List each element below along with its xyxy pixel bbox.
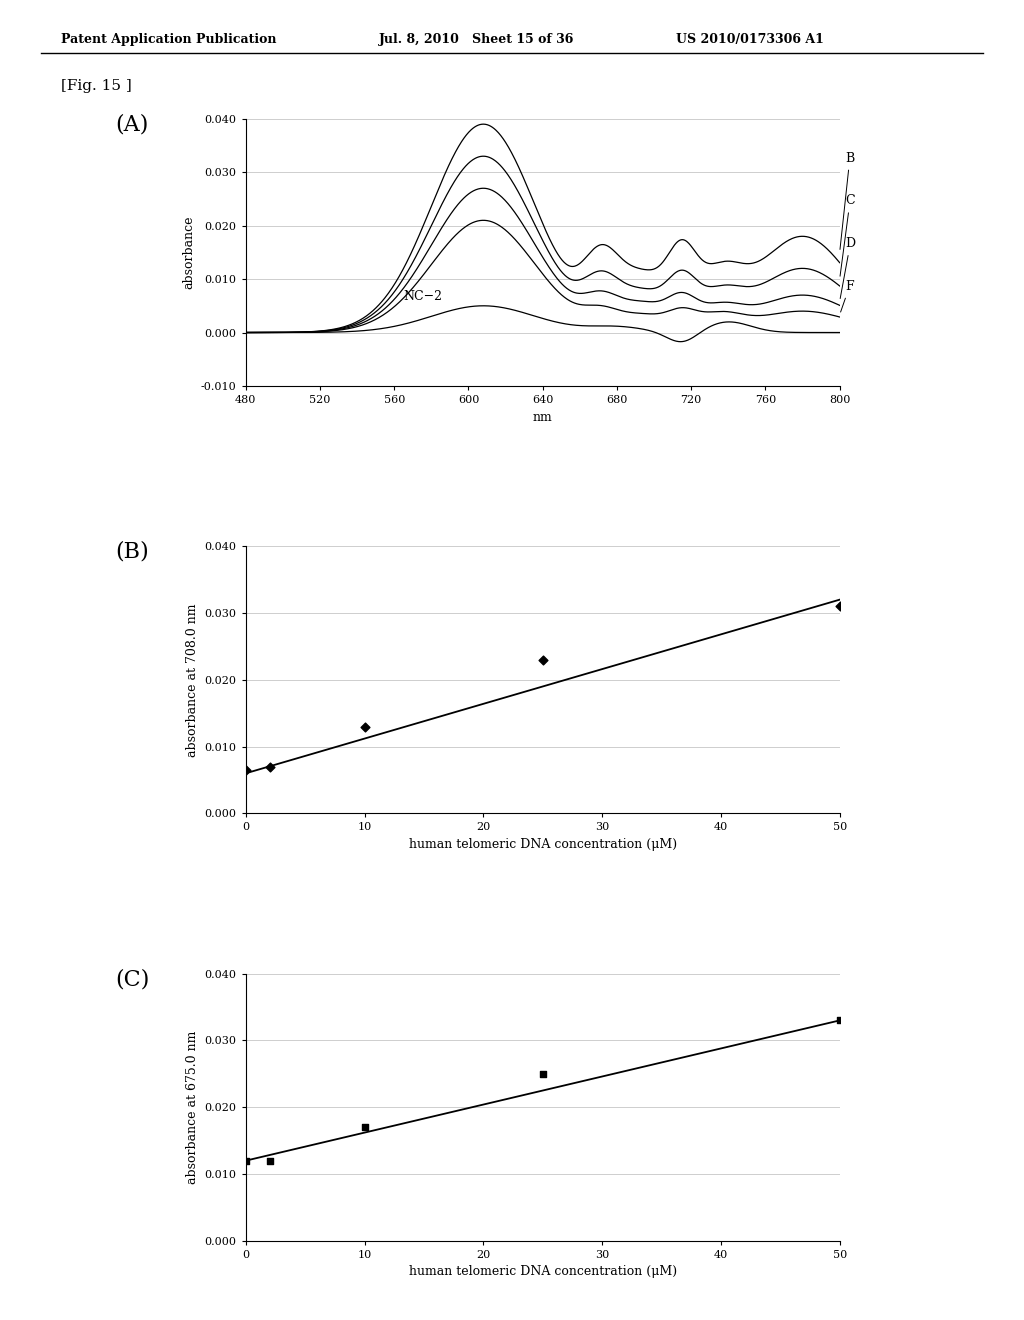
Point [356, 1117, 373, 1138]
Point [535, 649, 551, 671]
X-axis label: nm: nm [532, 411, 553, 424]
Text: [Fig. 15 ]: [Fig. 15 ] [61, 79, 132, 94]
Text: (A): (A) [115, 114, 148, 136]
Y-axis label: absorbance at 675.0 nm: absorbance at 675.0 nm [186, 1031, 200, 1184]
Point [238, 1150, 254, 1171]
Y-axis label: absorbance at 708.0 nm: absorbance at 708.0 nm [186, 603, 200, 756]
Point [261, 756, 278, 777]
Text: Jul. 8, 2010   Sheet 15 of 36: Jul. 8, 2010 Sheet 15 of 36 [379, 33, 574, 46]
Text: F: F [841, 280, 854, 312]
Text: C: C [840, 194, 855, 276]
Text: D: D [840, 238, 855, 298]
Point [535, 1064, 551, 1085]
X-axis label: human telomeric DNA concentration (μM): human telomeric DNA concentration (μM) [409, 1266, 677, 1278]
Text: B: B [840, 152, 854, 249]
Text: (C): (C) [115, 969, 150, 990]
Text: NC−2: NC−2 [403, 290, 442, 304]
X-axis label: human telomeric DNA concentration (μM): human telomeric DNA concentration (μM) [409, 838, 677, 851]
Point [831, 1010, 848, 1031]
Point [831, 595, 848, 616]
Point [261, 1150, 278, 1171]
Y-axis label: absorbance: absorbance [182, 215, 196, 289]
Text: US 2010/0173306 A1: US 2010/0173306 A1 [676, 33, 823, 46]
Point [356, 715, 373, 737]
Text: Patent Application Publication: Patent Application Publication [61, 33, 276, 46]
Point [238, 759, 254, 780]
Text: (B): (B) [115, 541, 148, 562]
